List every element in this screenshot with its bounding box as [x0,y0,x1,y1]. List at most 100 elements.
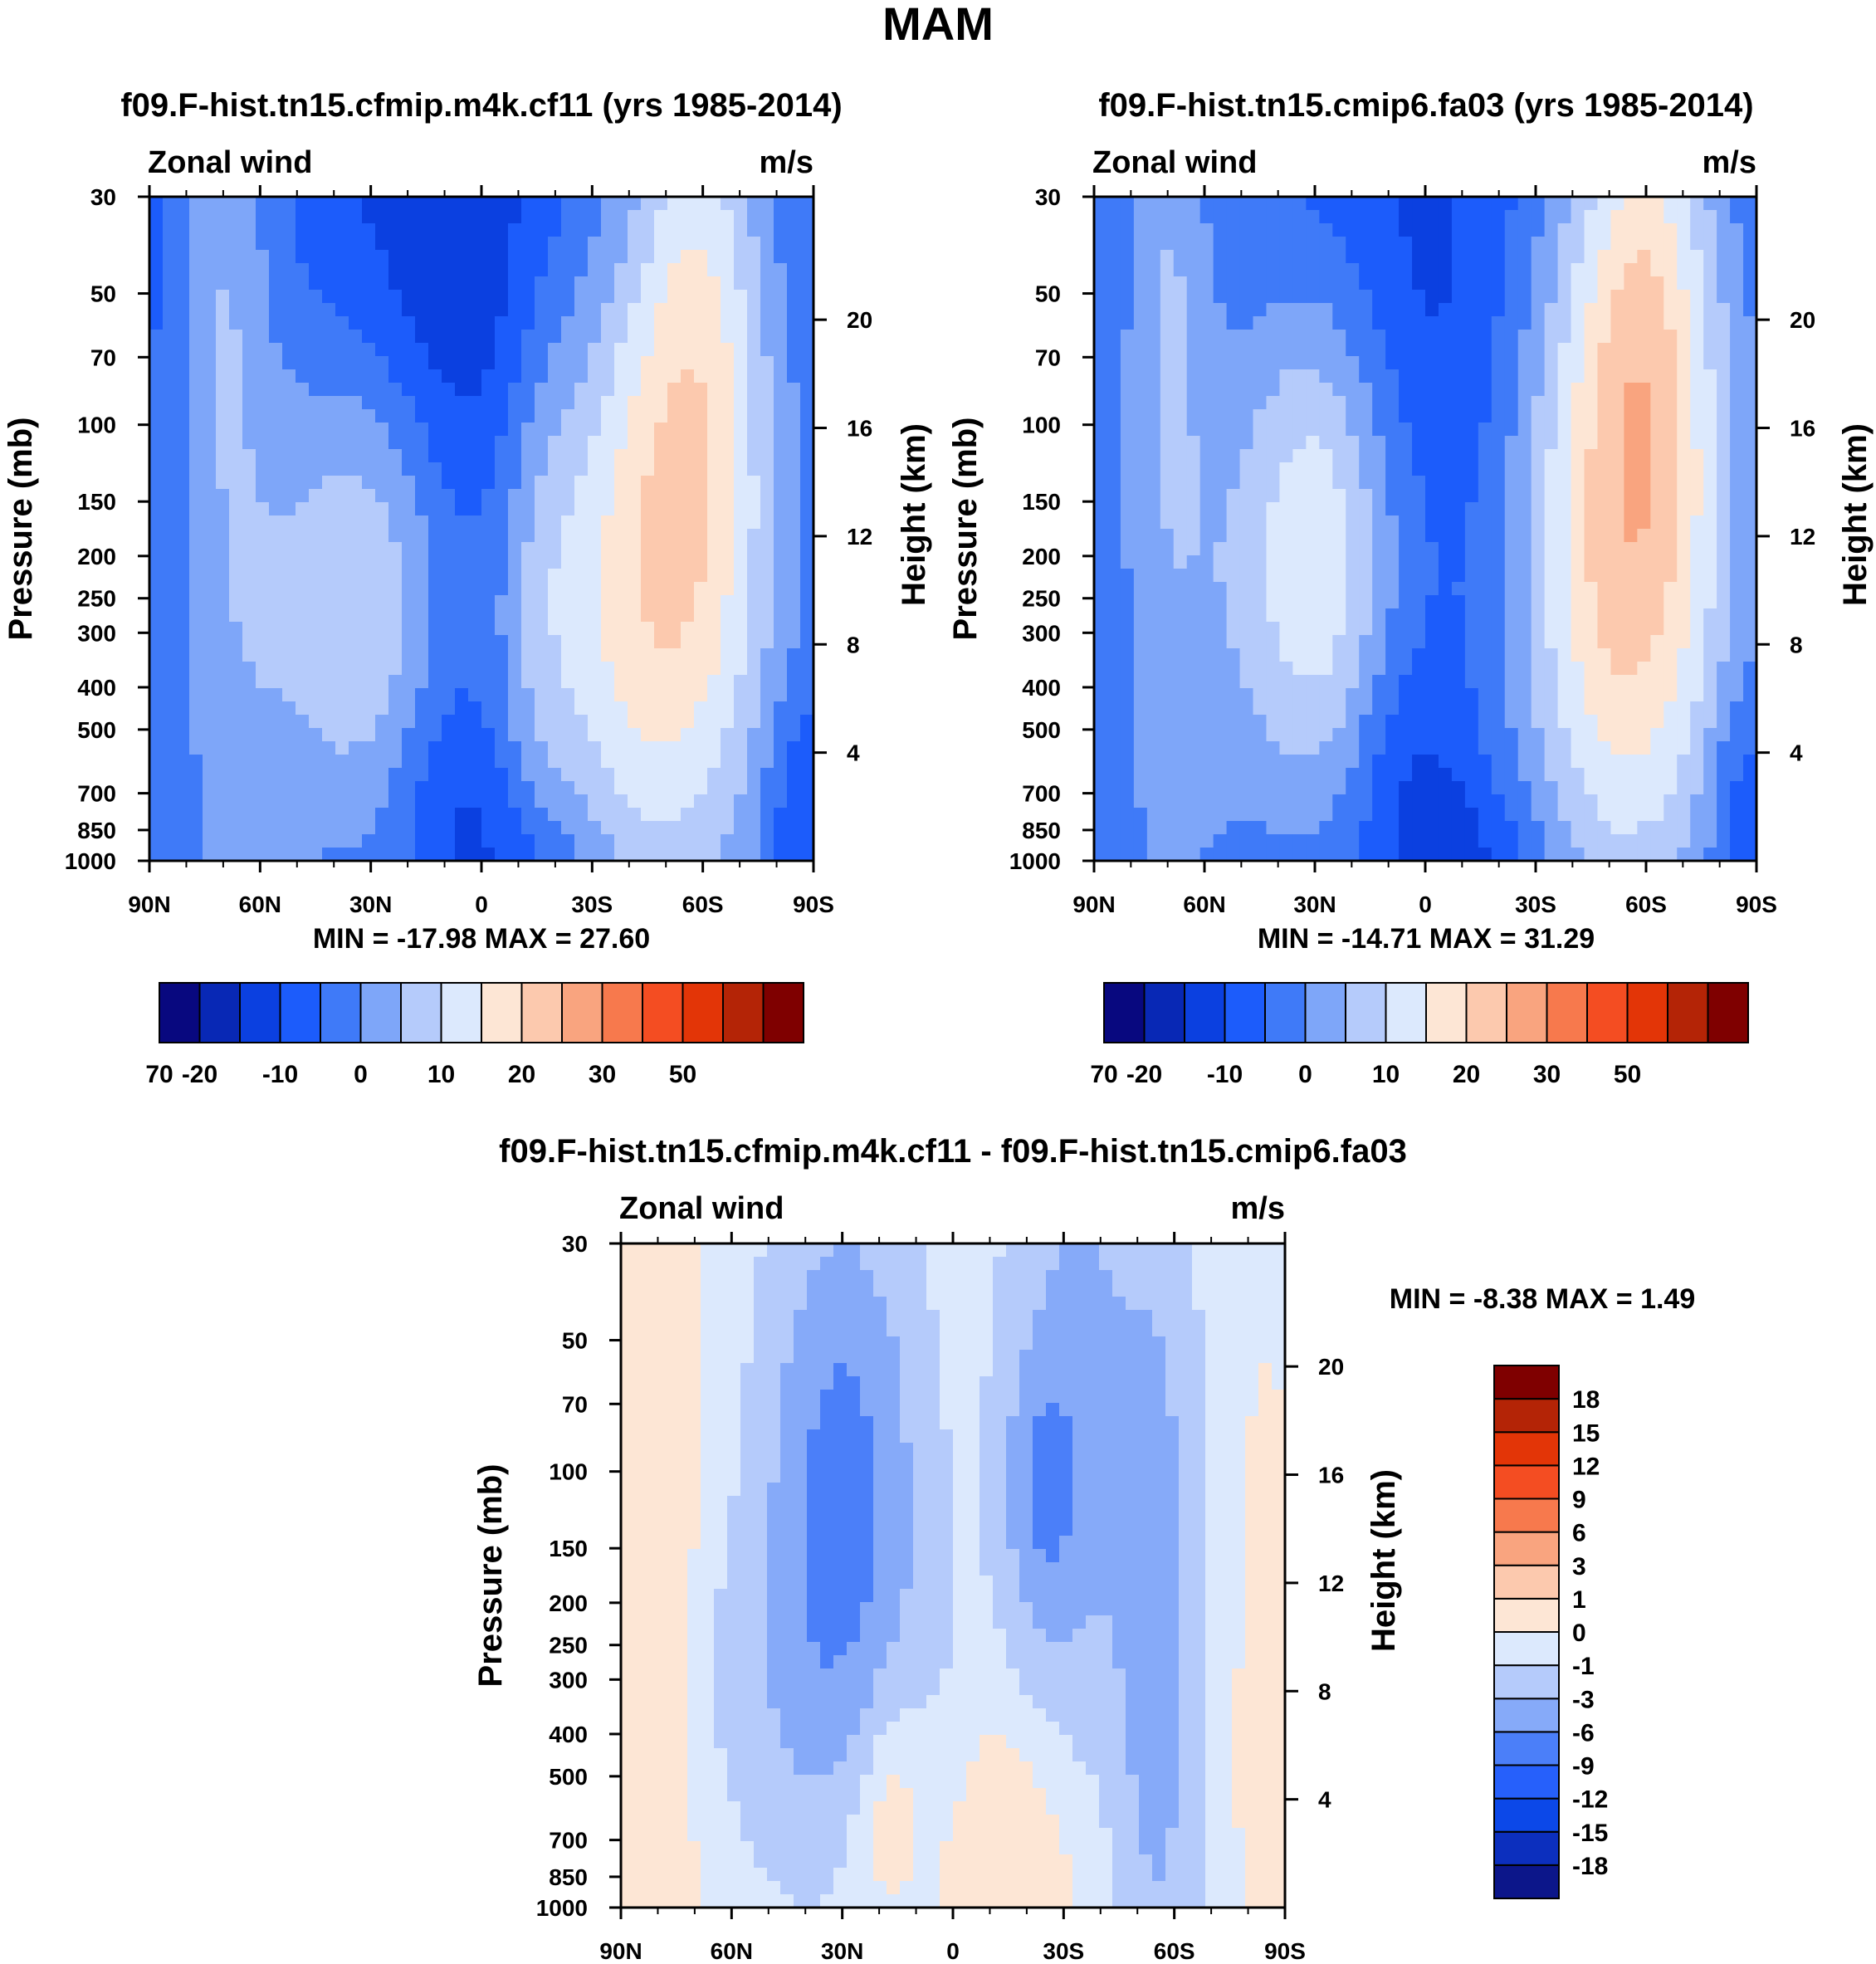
field-cell [601,569,615,583]
field-cell [1332,369,1346,384]
field-cell [1359,197,1373,211]
field-cell [1253,197,1268,211]
field-cell [1173,529,1188,543]
field-cell [1146,688,1161,702]
field-cell [1624,582,1638,596]
field-cell [1557,276,1572,291]
field-cell [1359,263,1373,277]
field-cell [428,449,442,463]
field-cell [721,741,735,755]
field-cell [1412,276,1426,291]
field-cell [189,303,203,317]
field-cell [760,608,774,623]
field-cell [1346,436,1360,450]
field-cell [189,728,203,742]
field-cell [1663,449,1678,463]
field-cell [1517,582,1532,596]
field-cell [322,768,336,782]
field-cell [1399,423,1413,437]
pressure-tick-label: 100 [77,413,116,438]
field-cell [601,675,615,689]
field-cell [216,502,230,516]
field-cell [654,675,668,689]
field-cell [1146,316,1161,330]
field-cell [335,662,349,676]
field-cell [1319,569,1333,583]
field-cell [1690,542,1704,556]
field-cell [1438,263,1453,277]
field-cell [588,582,602,596]
field-cell [256,409,270,423]
field-cell [1730,316,1744,330]
field-cell [1584,250,1599,264]
field-cell [1107,635,1121,649]
field-cell [375,462,389,476]
field-cell [760,502,774,516]
field-cell [1173,237,1188,251]
field-cell [734,383,748,397]
field-cell [1478,555,1492,569]
field-cell [1319,675,1333,689]
field-cell [521,210,535,224]
field-cell [216,794,230,809]
field-cell [774,555,788,569]
field-cell [1120,569,1135,583]
field-cell [1146,436,1161,450]
field-cell [1319,741,1333,755]
field-cell [1279,555,1293,569]
field-cell [667,821,682,835]
field-cell [707,781,721,795]
field-cell [1624,755,1638,769]
field-cell [1425,608,1439,623]
field-cell [721,290,735,304]
field-cell [375,436,389,450]
field-cell [1253,449,1268,463]
field-cell [1544,688,1559,702]
field-cell [1690,715,1704,729]
field-cell [614,648,628,662]
field-cell [1637,794,1651,809]
field-cell [375,542,389,556]
field-cell [1504,529,1519,543]
field-cell [1637,515,1651,530]
field-cell [1346,423,1360,437]
field-cell [468,250,482,264]
field-cell [774,834,788,848]
field-cell [149,728,164,742]
field-cell [495,529,509,543]
field-cell [774,794,788,809]
field-cell [1199,595,1214,609]
field-cell [614,675,628,689]
field-cell [1306,662,1320,676]
field-cell [428,276,442,291]
field-cell [1292,529,1307,543]
field-cell [216,688,230,702]
field-cell [588,462,602,476]
field-cell [521,250,535,264]
field-cell [1690,768,1704,782]
field-cell [1517,808,1532,822]
field-cell [800,197,814,211]
field-cell [1663,423,1678,437]
field-cell [681,715,695,729]
field-cell [415,263,429,277]
field-cell [1690,316,1704,330]
field-cell [442,755,456,769]
field-cell [256,728,270,742]
field-cell [641,223,655,237]
field-cell [415,662,429,676]
field-cell [1120,635,1135,649]
field-cell [548,595,562,609]
figure-title: MAM [882,0,994,50]
field-cell [1306,396,1320,410]
field-cell [362,489,376,503]
field-cell [242,436,256,450]
field-cell [468,383,482,397]
field-cell [774,741,788,755]
field-cell [388,675,403,689]
field-cell [1491,396,1506,410]
field-cell [1584,808,1599,822]
field-cell [747,396,761,410]
field-cell [1173,396,1188,410]
field-cell [1332,781,1346,795]
